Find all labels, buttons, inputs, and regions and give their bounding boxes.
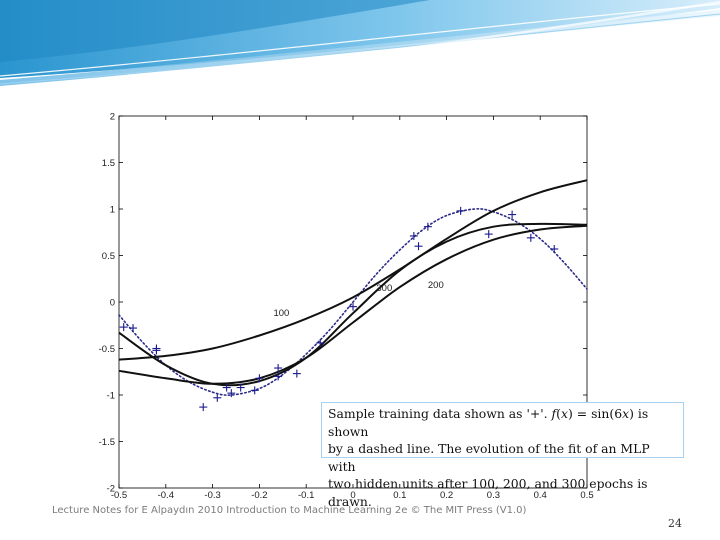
- sample-point-marker: [484, 230, 493, 239]
- sample-point-marker: [456, 206, 465, 215]
- x-tick-label: -0.2: [251, 490, 267, 500]
- sample-point-marker: [292, 369, 301, 378]
- sample-point-marker: [236, 383, 245, 392]
- footer-credit: Lecture Notes for E Alpaydın 2010 Introd…: [52, 505, 527, 516]
- mlp-fit-line-300: [118, 222, 588, 387]
- x-tick-label: 0.2: [440, 490, 453, 500]
- sample-point-marker: [414, 242, 423, 251]
- header-swoosh-banner: [0, 0, 720, 86]
- x-tick-label: 0.3: [487, 490, 500, 500]
- y-tick-label: -1: [107, 391, 115, 402]
- sample-point-marker: [255, 374, 264, 383]
- sample-point-marker: [274, 364, 283, 373]
- y-tick-label: 1.5: [102, 158, 115, 169]
- x-tick-label: -0.4: [158, 490, 174, 500]
- sample-point-marker: [526, 233, 535, 242]
- sample-point-marker: [423, 222, 432, 231]
- caption-math-f: f: [551, 406, 557, 421]
- sample-point-marker: [274, 372, 283, 381]
- sample-point-marker: [222, 383, 231, 392]
- y-tick-label: 1: [110, 205, 115, 216]
- sample-point-marker: [199, 403, 208, 412]
- sample-point-marker: [119, 323, 128, 332]
- sample-point-marker: [152, 346, 161, 355]
- caption-text: ) = sin(6: [567, 406, 623, 421]
- y-tick-label: 2: [110, 112, 115, 123]
- x-tick-label: 0.1: [393, 490, 406, 500]
- sample-point-marker: [409, 231, 418, 240]
- sample-point-marker: [550, 244, 559, 253]
- sample-point-marker: [213, 393, 222, 402]
- x-tick-label: -0.1: [298, 490, 314, 500]
- axes: -0.5 -0.4 -0.3 -0.2 -0.1 0 0.1 0.2 0.3 0.4 0.5 -2 -1…: [99, 112, 594, 501]
- sample-point-marker: [316, 338, 325, 347]
- page-number: 24: [668, 517, 682, 530]
- sample-point-marker: [129, 324, 138, 333]
- sample-point-marker: [508, 210, 517, 219]
- caption-math-x: x: [622, 406, 630, 421]
- y-tick-label: 0.5: [102, 251, 115, 262]
- mlp-fit-line-200: [118, 224, 588, 385]
- caption-text: Sample training data shown as '+'.: [328, 406, 552, 421]
- sample-markers: [119, 206, 559, 412]
- y-tick-label: 0: [110, 298, 115, 309]
- x-tick-label: 0.4: [534, 490, 547, 500]
- caption-math-x: x: [560, 406, 568, 421]
- caption-line-2: by a dashed line. The evolution of the f…: [328, 441, 650, 474]
- y-tick-label: -2: [107, 484, 115, 495]
- sample-point-marker: [227, 389, 236, 398]
- y-tick-label: -0.5: [99, 344, 115, 355]
- caption-line-3: two hidden units after 100, 200, and 300…: [328, 476, 648, 509]
- figure-caption: Sample training data shown as '+'. f(x) …: [321, 402, 684, 509]
- caption-text: (: [556, 406, 561, 421]
- curve-labels: 100 200 300: [273, 280, 443, 319]
- x-tick-label: 0: [350, 490, 355, 500]
- line-chart: -0.5 -0.4 -0.3 -0.2 -0.1 0 0.1 0.2 0.3 0.4 0.5 -2 -1…: [99, 112, 594, 501]
- curve-label-300: 300: [376, 283, 392, 294]
- series-group: [118, 179, 588, 396]
- x-tick-label: -0.5: [111, 490, 127, 500]
- sample-point-marker: [349, 302, 357, 311]
- caption-line-1: Sample training data shown as '+'. f(x) …: [328, 405, 677, 440]
- mlp-fit-line-100: [118, 179, 588, 361]
- sample-point-marker: [250, 386, 259, 395]
- y-tick-label: -1.5: [99, 437, 115, 448]
- x-tick-label: 0.5: [580, 490, 593, 500]
- caption-text: ) is shown: [328, 406, 649, 439]
- curve-label-100: 100: [273, 308, 289, 319]
- target-function-line: [118, 208, 588, 396]
- curve-label-200: 200: [428, 280, 444, 291]
- x-tick-label: -0.3: [204, 490, 220, 500]
